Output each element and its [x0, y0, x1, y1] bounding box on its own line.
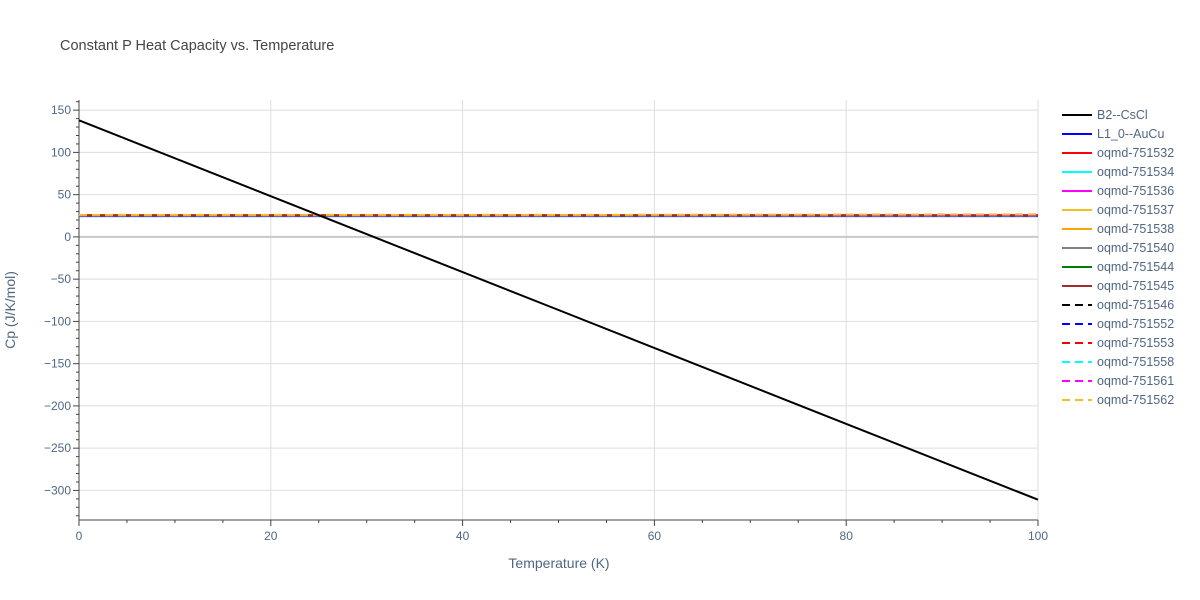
legend-item[interactable]: oqmd-751537 — [1062, 203, 1174, 217]
x-tick-label: 20 — [264, 529, 278, 543]
series-layer — [78, 119, 1039, 501]
y-tick-label: 0 — [64, 230, 71, 244]
legend-item[interactable]: oqmd-751544 — [1062, 260, 1174, 274]
series-line — [79, 213, 1039, 216]
legend-label: oqmd-751532 — [1097, 146, 1174, 160]
x-tick-label: 100 — [1028, 529, 1048, 543]
legend-label: oqmd-751558 — [1097, 355, 1174, 369]
x-tick-label: 40 — [456, 529, 470, 543]
y-tick-label: −200 — [44, 399, 71, 413]
legend-label: oqmd-751544 — [1097, 260, 1174, 274]
legend[interactable]: B2--CsCl L1_0--AuCu oqmd-751532 oqmd-751534… — [1062, 108, 1174, 407]
legend-item[interactable]: oqmd-751534 — [1062, 165, 1174, 179]
legend-label: oqmd-751562 — [1097, 393, 1174, 407]
y-tick-label: 50 — [58, 188, 72, 202]
legend-label: oqmd-751536 — [1097, 184, 1174, 198]
legend-item[interactable]: oqmd-751553 — [1062, 336, 1174, 350]
legend-label: oqmd-751534 — [1097, 165, 1174, 179]
x-axis-title: Temperature (K) — [508, 555, 609, 571]
grid — [79, 100, 1039, 520]
x-tick-label: 0 — [76, 529, 83, 543]
y-tick-label: −300 — [44, 483, 71, 497]
y-tick-label: 150 — [51, 103, 71, 117]
legend-item[interactable]: oqmd-751545 — [1062, 279, 1174, 293]
legend-label: oqmd-751540 — [1097, 241, 1174, 255]
y-tick-label: 100 — [51, 145, 71, 159]
legend-item[interactable]: oqmd-751561 — [1062, 374, 1174, 388]
legend-item[interactable]: oqmd-751538 — [1062, 222, 1174, 236]
legend-label: oqmd-751545 — [1097, 279, 1174, 293]
legend-label: B2--CsCl — [1097, 108, 1148, 122]
legend-label: oqmd-751561 — [1097, 374, 1174, 388]
legend-item[interactable]: oqmd-751546 — [1062, 298, 1174, 312]
y-axis-title: Cp (J/K/mol) — [2, 271, 18, 349]
legend-label: oqmd-751537 — [1097, 203, 1174, 217]
legend-item[interactable]: oqmd-751540 — [1062, 241, 1174, 255]
legend-label: L1_0--AuCu — [1097, 127, 1164, 141]
y-tick-label: −250 — [44, 441, 71, 455]
legend-item[interactable]: B2--CsCl — [1062, 108, 1148, 122]
legend-label: oqmd-751552 — [1097, 317, 1174, 331]
axes: 0 20 40 60 80 100 150 100 50 0 −50 −100 −150 −200 −250… — [44, 100, 1048, 543]
x-tick-label: 80 — [840, 529, 854, 543]
legend-item[interactable]: L1_0--AuCu — [1062, 127, 1164, 141]
y-tick-label: −150 — [44, 357, 71, 371]
legend-label: oqmd-751538 — [1097, 222, 1174, 236]
y-tick-label: −50 — [51, 272, 72, 286]
legend-item[interactable]: oqmd-751558 — [1062, 355, 1174, 369]
legend-item[interactable]: oqmd-751532 — [1062, 146, 1174, 160]
legend-item[interactable]: oqmd-751536 — [1062, 184, 1174, 198]
legend-item[interactable]: oqmd-751562 — [1062, 393, 1174, 407]
y-tick-label: −100 — [44, 314, 71, 328]
series-line — [78, 119, 1039, 501]
legend-item[interactable]: oqmd-751552 — [1062, 317, 1174, 331]
legend-label: oqmd-751553 — [1097, 336, 1174, 350]
chart-title: Constant P Heat Capacity vs. Temperature — [60, 38, 334, 54]
x-tick-label: 60 — [648, 529, 662, 543]
legend-label: oqmd-751546 — [1097, 298, 1174, 312]
